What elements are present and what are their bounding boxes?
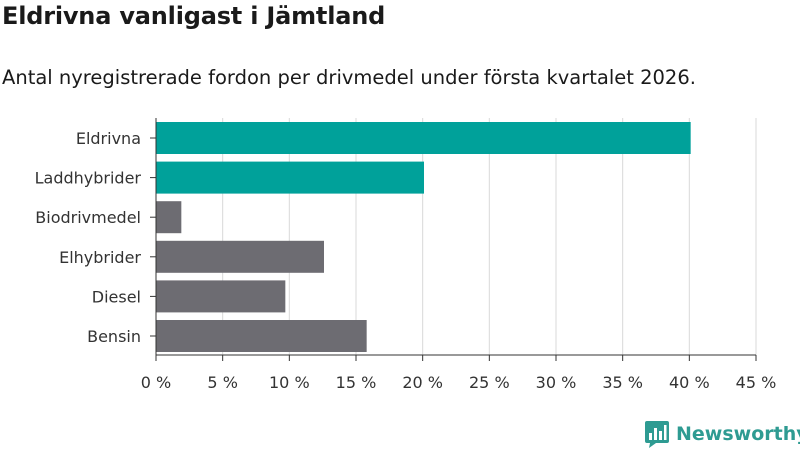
chart-subtitle: Antal nyregistrerade fordon per drivmede… bbox=[2, 66, 696, 89]
newsworthy-logo-text: Newsworthy bbox=[676, 423, 800, 445]
category-label: Eldrivna bbox=[76, 129, 141, 148]
x-tick-label: 15 % bbox=[336, 373, 377, 392]
x-tick-label: 45 % bbox=[736, 373, 777, 392]
category-label: Elhybrider bbox=[59, 248, 141, 267]
category-label: Biodrivmedel bbox=[35, 208, 141, 227]
x-tick-label: 35 % bbox=[602, 373, 643, 392]
newsworthy-logo-icon bbox=[645, 421, 669, 448]
x-tick-label: 20 % bbox=[402, 373, 443, 392]
bar-diesel bbox=[156, 280, 286, 313]
x-tick-label: 5 % bbox=[207, 373, 237, 392]
x-tick-label: 40 % bbox=[669, 373, 710, 392]
category-label: Diesel bbox=[92, 287, 141, 306]
bar-eldrivna bbox=[156, 122, 691, 154]
bar-elhybrider bbox=[156, 240, 324, 273]
newsworthy-logo: Newsworthy bbox=[644, 418, 800, 450]
bar-biodrivmedel bbox=[156, 201, 182, 234]
category-label: Laddhybrider bbox=[35, 169, 142, 188]
x-tick-label: 0 % bbox=[141, 373, 171, 392]
x-tick-label: 10 % bbox=[269, 373, 310, 392]
x-tick-label: 25 % bbox=[469, 373, 510, 392]
bar-laddhybrider bbox=[156, 161, 424, 194]
chart-title: Eldrivna vanligast i Jämtland bbox=[2, 2, 386, 30]
category-label: Bensin bbox=[87, 327, 141, 346]
x-tick-label: 30 % bbox=[536, 373, 577, 392]
bar-bensin bbox=[156, 320, 367, 352]
